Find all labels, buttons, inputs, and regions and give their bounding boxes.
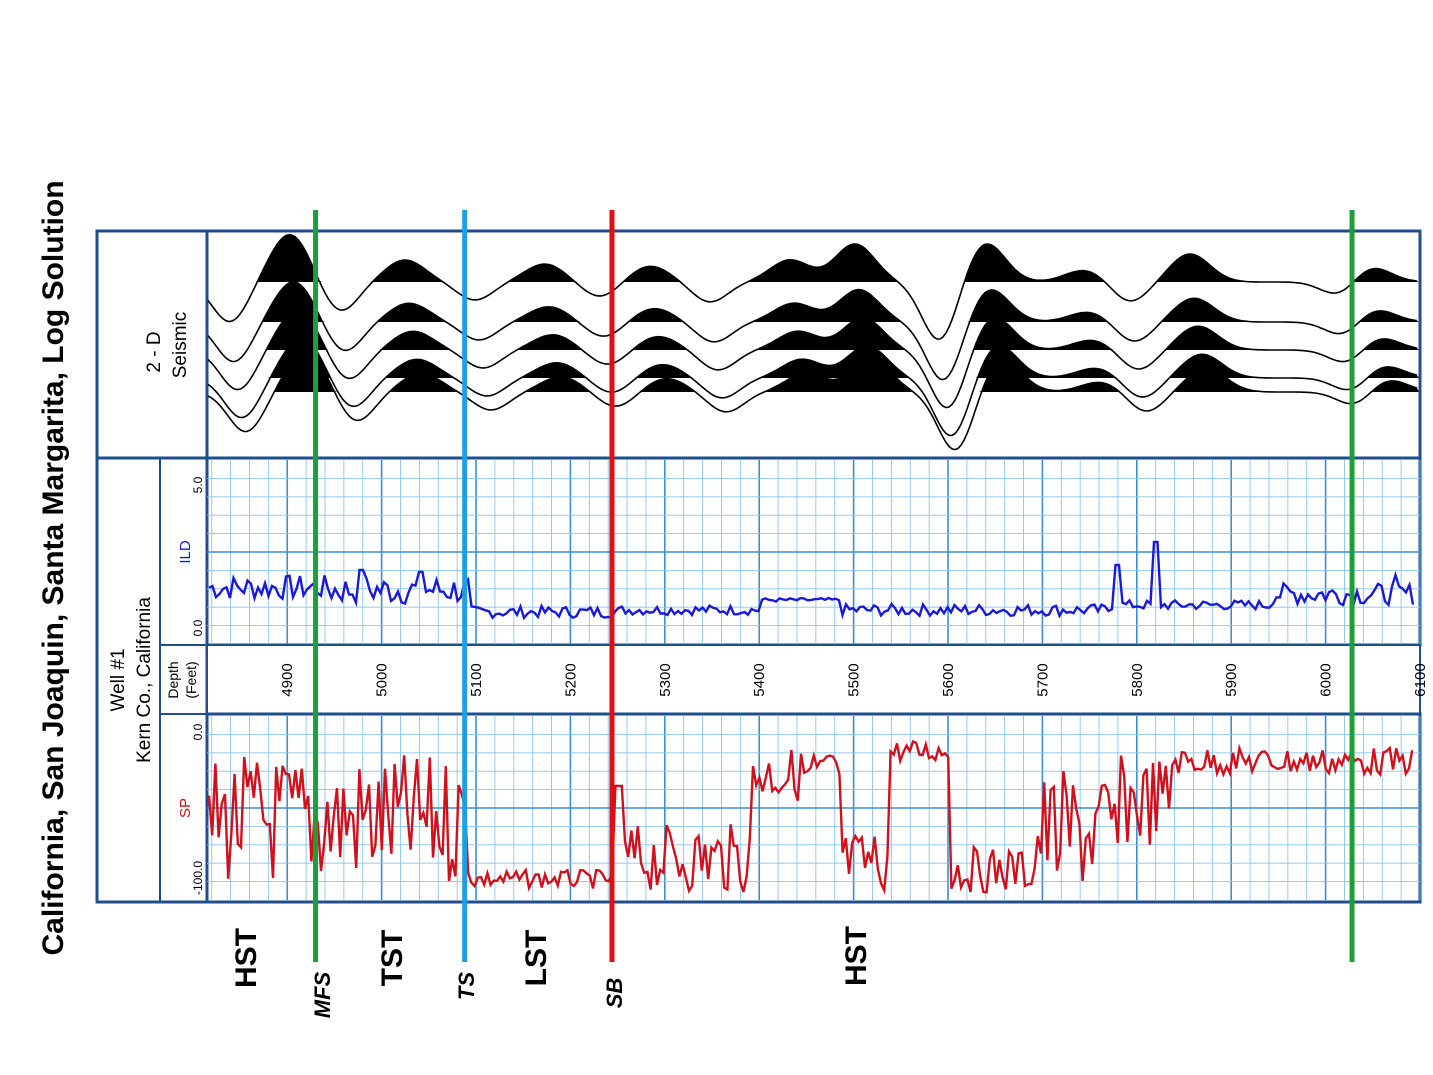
ild-track-label: ILD — [177, 540, 194, 564]
seismic-panel — [205, 229, 1422, 460]
depth-track: 4900 5000 5100 5200 5300 5400 5500 5600 5700 5800… — [206, 644, 1429, 715]
depth-tick-label: 5400 — [751, 663, 768, 696]
seismic-trace — [207, 233, 1418, 340]
depth-tick-label: 5900 — [1223, 663, 1240, 696]
ild-curve — [208, 540, 1415, 621]
depth-tick-label: 5500 — [846, 663, 863, 696]
sp-scale-min: 0.0 — [191, 723, 205, 740]
surface-lines — [313, 210, 1355, 962]
seismic-trace — [207, 351, 1418, 451]
seismic-track-label-1: 2 - D — [144, 331, 165, 372]
depth-tick-label: 5600 — [940, 663, 957, 696]
seismic-trace — [207, 309, 1418, 409]
surface-label-mfs: MFS — [310, 971, 335, 1018]
seismic-traces — [207, 233, 1419, 451]
seismic-trace-fill — [208, 309, 1419, 350]
seismic-trace — [207, 281, 1418, 381]
depth-tick-label: 6000 — [1318, 663, 1335, 696]
tract-label-hst-upper: HST — [840, 926, 873, 986]
well-location: Kern Co., California — [134, 597, 155, 763]
figure-title: California, San Joaquin, Santa Margarita… — [37, 180, 70, 955]
sp-curve — [207, 739, 1414, 895]
depth-labels: 4900 5000 5100 5200 5300 5400 5500 5600 5700 5800… — [279, 663, 1429, 696]
systems-tract-labels: HST TST LST HST MFS TS SB — [230, 926, 873, 1018]
ild-scale-min: 0.0 — [191, 619, 205, 636]
depth-tick-label: 5200 — [562, 663, 579, 696]
depth-track-label-2: (Feet) — [183, 661, 199, 698]
depth-tick-label: 5800 — [1129, 663, 1146, 696]
ild-grid — [207, 460, 1421, 644]
depth-tick-label: 5000 — [374, 663, 391, 696]
depth-tick-label: 5700 — [1034, 663, 1051, 696]
seismic-trace-fill — [208, 352, 1419, 392]
seismic-trace-fill — [208, 282, 1419, 322]
well-header: 2 - D Seismic Well #1 Kern Co., Californ… — [95, 229, 209, 904]
depth-tick-label: 4900 — [279, 663, 296, 696]
sp-track-label: SP — [177, 798, 194, 818]
surface-label-sb: SB — [602, 978, 627, 1009]
seismic-track-label-2: Seismic — [170, 312, 191, 379]
ild-panel — [205, 456, 1422, 647]
surface-label-ts: TS — [454, 972, 479, 1000]
ild-scale-max: 5.0 — [191, 476, 205, 493]
tract-label-lst: LST — [520, 930, 553, 987]
sp-scale-max: -100.0 — [191, 861, 205, 895]
seismic-trace — [207, 337, 1418, 437]
sp-panel — [205, 712, 1422, 904]
tract-label-hst-lower: HST — [230, 928, 263, 988]
depth-tick-label: 5100 — [468, 663, 485, 696]
seismic-trace-fill — [208, 337, 1419, 378]
depth-tick-label: 5300 — [657, 663, 674, 696]
depth-tick-label: 6100 — [1412, 663, 1429, 696]
depth-track-label-1: Depth — [165, 661, 181, 698]
tract-label-tst: TST — [376, 930, 409, 987]
well-name: Well #1 — [108, 648, 129, 711]
seismic-trace-fill — [208, 234, 1419, 282]
